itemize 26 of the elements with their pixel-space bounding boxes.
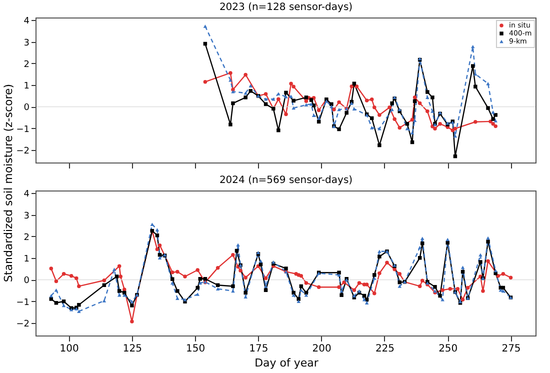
x-tick-label: 275 <box>502 344 521 354</box>
y-axis-title: Standardized soil moisture (z-score) <box>2 84 15 282</box>
x-tick-label: 200 <box>312 344 332 354</box>
y-tick-label: −1 <box>16 298 30 308</box>
y-tick-label: −2 <box>16 320 30 330</box>
x-tick-label: 250 <box>438 344 458 354</box>
chart-title: 2023 (n=128 sensor-days) <box>219 2 353 14</box>
y-tick-label: 1 <box>24 82 30 92</box>
y-tick-label: 3 <box>24 38 30 48</box>
y-tick-label: 4 <box>24 190 30 200</box>
y-tick-label: 2 <box>24 60 30 70</box>
x-tick-label: 175 <box>249 344 268 354</box>
y-tick-label: −1 <box>16 124 30 135</box>
chart-title: 2024 (n=569 sensor-days) <box>219 175 353 186</box>
x-tick-label: 100 <box>60 344 79 354</box>
y-tick-label: 4 <box>24 16 30 27</box>
y-tick-label: 1 <box>24 254 30 265</box>
y-tick-label: −2 <box>16 146 30 157</box>
y-tick-label: 3 <box>24 211 30 222</box>
x-axis-title: Day of year <box>254 356 319 370</box>
y-tick-label: 2 <box>24 232 30 243</box>
x-tick-label: 225 <box>375 344 395 354</box>
x-tick-label: 150 <box>186 344 206 354</box>
y-tick-label: 0 <box>24 276 30 286</box>
x-tick-label: 125 <box>122 344 142 354</box>
y-tick-label: 0 <box>24 103 30 114</box>
